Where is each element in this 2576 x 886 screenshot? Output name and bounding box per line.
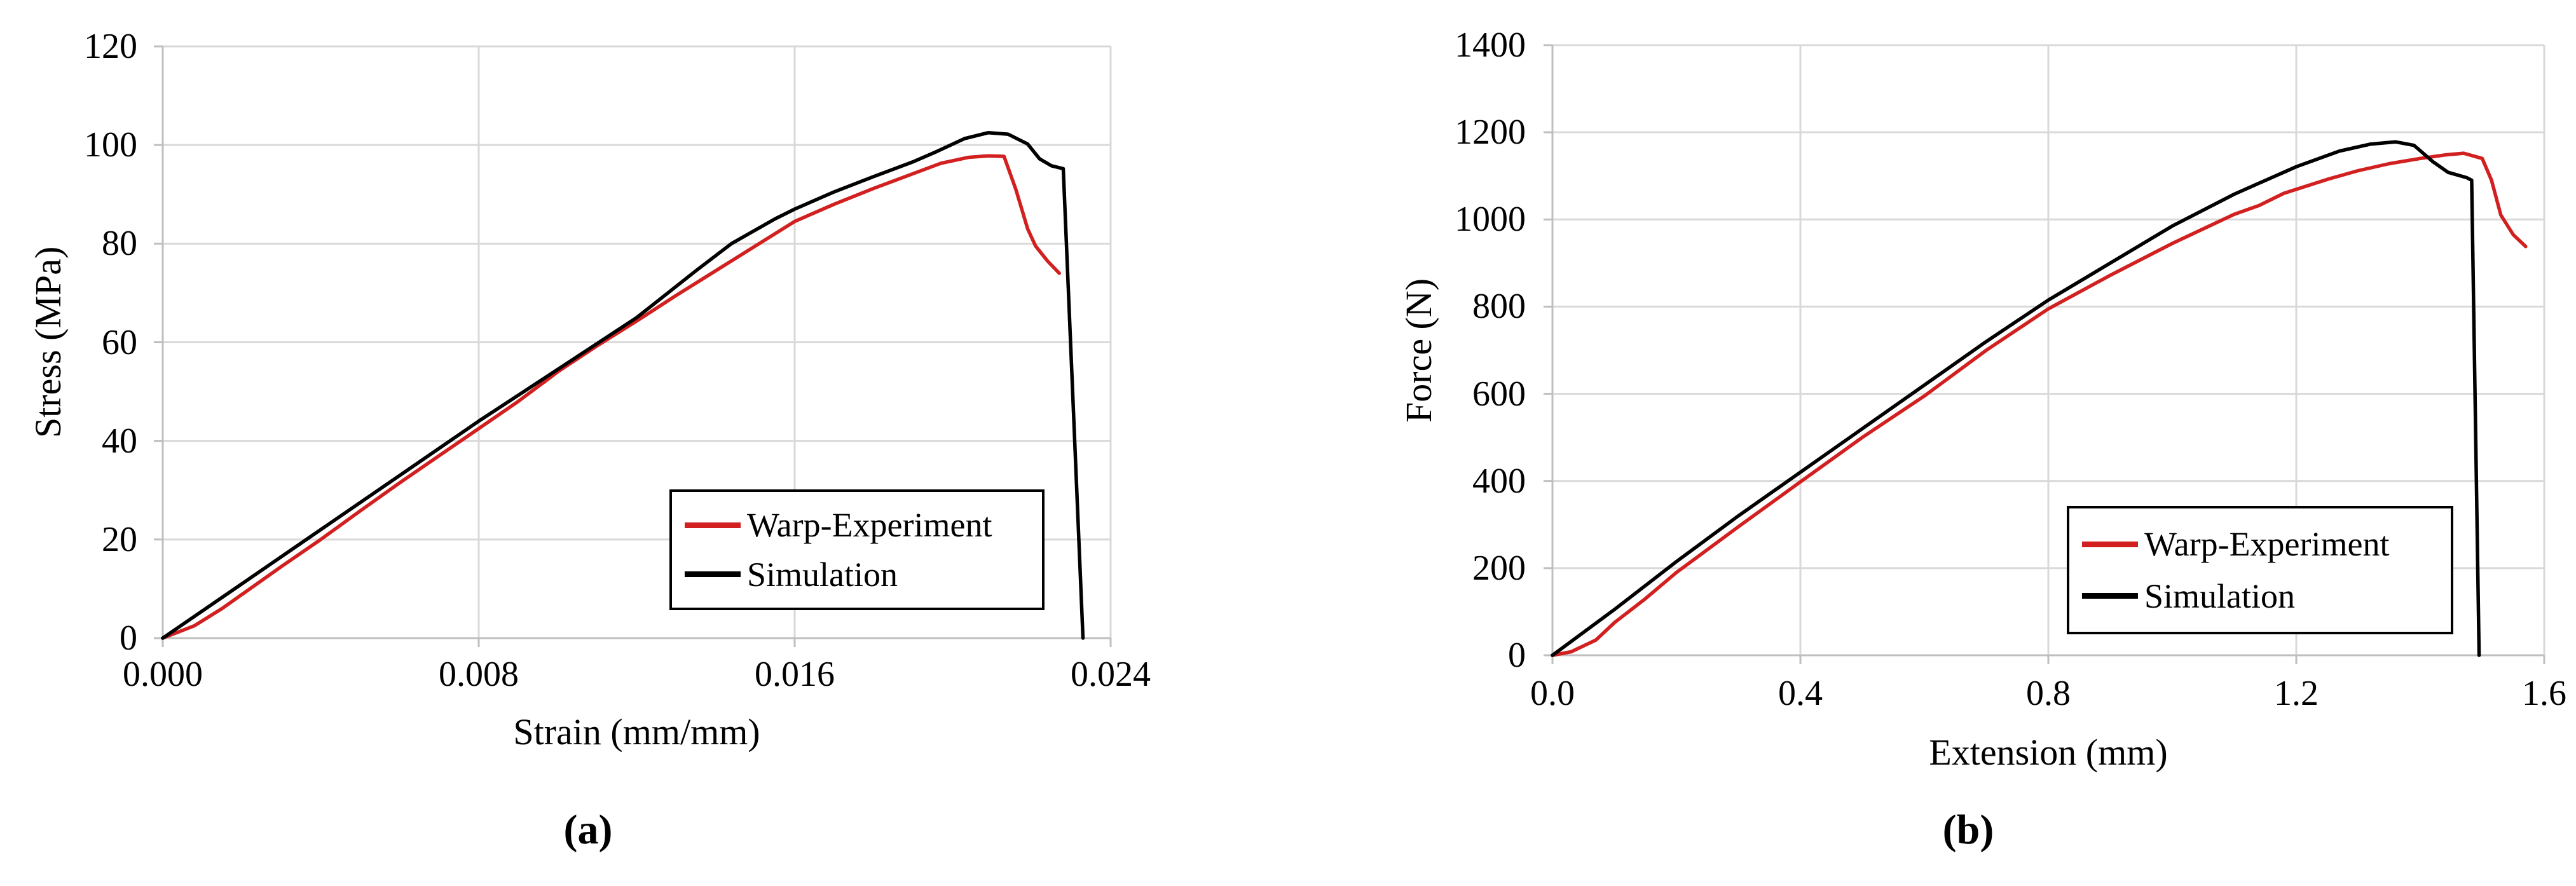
legend-item-warp-experiment: Warp-Experiment: [2082, 524, 2442, 564]
legend-swatch-warp-experiment-line: [2082, 541, 2138, 547]
legend-b: Warp-Experiment Simulation: [2067, 506, 2453, 634]
legend-swatch-warp-experiment-line: [685, 522, 741, 528]
y-tick-label: 400: [1472, 461, 1526, 501]
caption-a: (a): [563, 807, 613, 853]
legend-label-simulation: Simulation: [747, 555, 898, 594]
x-axis-title-b: Extension (mm): [1929, 732, 2168, 773]
y-tick-label: 20: [102, 519, 137, 559]
y-tick-label: 800: [1472, 287, 1526, 327]
x-tick-label: 0.0: [1530, 674, 1575, 713]
x-tick-label: 0.8: [2026, 674, 2071, 713]
legend-swatch-simulation-line: [2082, 593, 2138, 599]
series-line-simulation: [1551, 140, 2481, 657]
y-tick-label: 80: [102, 224, 137, 264]
y-tick-label: 1400: [1455, 25, 1526, 65]
x-tick-label: 0.008: [439, 655, 519, 694]
legend-label-simulation: Simulation: [2144, 576, 2296, 615]
y-tick-label: 1000: [1455, 200, 1526, 240]
x-tick-label: 0.000: [123, 655, 203, 694]
y-tick-label: 0: [1508, 636, 1526, 675]
legend-a: Warp-Experiment Simulation: [669, 489, 1045, 610]
y-tick-label: 600: [1472, 374, 1526, 414]
x-tick-label: 0.024: [1071, 655, 1151, 694]
y-tick-label: 0: [120, 618, 137, 658]
x-axis-title-a: Strain (mm/mm): [513, 711, 760, 753]
y-tick-label: 1200: [1455, 112, 1526, 153]
y-tick-label: 120: [84, 27, 137, 66]
legend-swatch-simulation-line: [685, 571, 741, 578]
x-tick-label: 1.2: [2274, 674, 2319, 713]
legend-label-warp-experiment: Warp-Experiment: [2144, 525, 2390, 564]
y-tick-label: 60: [102, 322, 137, 362]
y-tick-label: 100: [84, 125, 137, 165]
series-line-warp-experiment: [1551, 151, 2528, 657]
x-tick-label: 1.6: [2522, 674, 2566, 713]
y-tick-label: 200: [1472, 548, 1526, 588]
plot-area-a: [154, 45, 1112, 647]
y-tick-label: 40: [102, 421, 137, 461]
caption-b: (b): [1942, 807, 1994, 853]
x-tick-label: 0.016: [755, 655, 835, 694]
x-tick-label: 0.4: [1778, 674, 1823, 713]
legend-item-simulation: Simulation: [2082, 576, 2442, 616]
legend-item-warp-experiment: Warp-Experiment: [685, 505, 1033, 545]
series-line-warp-experiment: [161, 154, 1061, 640]
legend-item-simulation: Simulation: [685, 555, 1033, 594]
legend-label-warp-experiment: Warp-Experiment: [747, 506, 992, 545]
series-line-simulation: [161, 131, 1085, 640]
